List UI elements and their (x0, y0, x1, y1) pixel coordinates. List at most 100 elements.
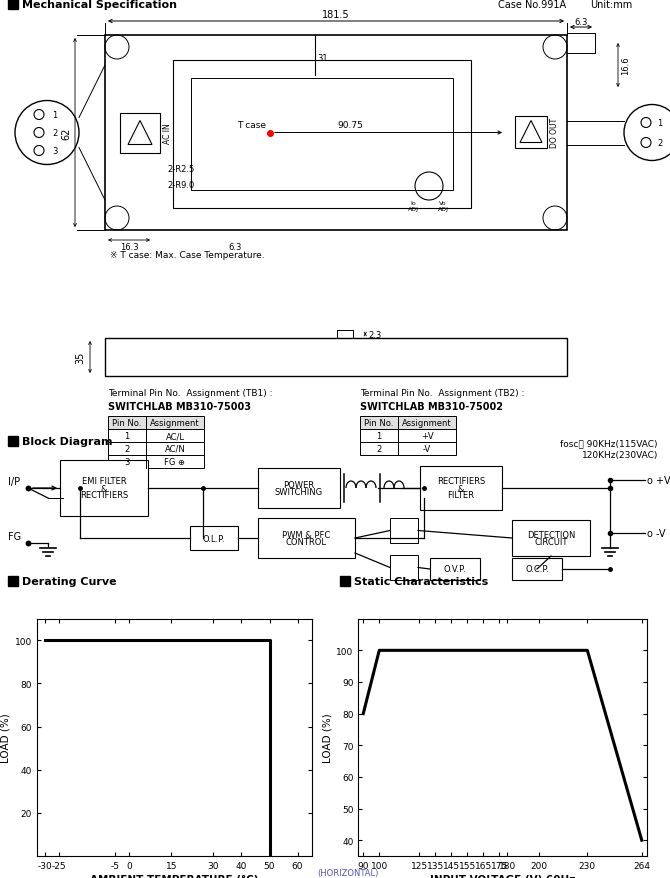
Bar (512, 521, 590, 557)
Text: Static Characteristics: Static Characteristics (354, 576, 488, 587)
Text: 2: 2 (377, 444, 382, 453)
Text: 6.3: 6.3 (228, 242, 242, 252)
Text: Terminal Pin No.  Assignment (TB1) :: Terminal Pin No. Assignment (TB1) : (108, 389, 273, 398)
Text: FG ⊕: FG ⊕ (165, 457, 186, 466)
Bar (120, 113, 160, 154)
Text: SWITCHLAB MB310-75003: SWITCHLAB MB310-75003 (108, 401, 251, 412)
Bar (258, 469, 340, 508)
Bar (105, 36, 567, 231)
Text: 35: 35 (75, 351, 85, 363)
X-axis label: INPUT VOLTAGE (V) 60Hz: INPUT VOLTAGE (V) 60Hz (430, 874, 575, 878)
Text: 62: 62 (61, 127, 71, 140)
Text: FILTER: FILTER (448, 491, 474, 500)
Text: -V: -V (423, 444, 431, 453)
Text: RECTIFIERS: RECTIFIERS (80, 491, 128, 500)
Text: Assignment: Assignment (150, 419, 200, 428)
Text: PWM & PFC: PWM & PFC (282, 530, 330, 539)
Text: DETECTION: DETECTION (527, 530, 575, 539)
Bar (8, 436, 18, 447)
Text: POWER: POWER (283, 480, 314, 489)
Text: FG: FG (8, 531, 21, 542)
Text: I/P: I/P (8, 477, 20, 486)
Text: RECTIFIERS: RECTIFIERS (437, 477, 485, 486)
Text: CONTROL: CONTROL (286, 537, 327, 546)
Text: O.C.P.: O.C.P. (525, 565, 549, 574)
Bar (108, 429, 204, 443)
Bar (60, 460, 148, 516)
Text: 16.6: 16.6 (621, 56, 630, 76)
Y-axis label: LOAD (%): LOAD (%) (1, 713, 11, 762)
Text: 2-R2.5: 2-R2.5 (167, 164, 194, 173)
Bar (390, 556, 418, 580)
Text: O.L.P.: O.L.P. (203, 534, 225, 543)
Bar (8, 576, 18, 587)
Bar (515, 117, 547, 148)
Bar (360, 443, 456, 456)
Text: 2.3: 2.3 (369, 330, 381, 339)
Bar (340, 576, 350, 587)
Text: AC/L: AC/L (165, 431, 184, 441)
Text: EMI FILTER: EMI FILTER (82, 477, 127, 486)
Bar (190, 527, 238, 551)
Text: 2: 2 (52, 129, 57, 138)
Text: 2: 2 (657, 139, 662, 148)
Text: Vo
ADJ: Vo ADJ (438, 201, 448, 212)
Text: 181.5: 181.5 (322, 10, 350, 20)
Text: ※ T case: Max. Case Temperature.: ※ T case: Max. Case Temperature. (110, 251, 265, 260)
Text: 2: 2 (125, 444, 129, 453)
Text: &: & (100, 484, 107, 493)
Bar (108, 456, 204, 469)
Y-axis label: LOAD (%): LOAD (%) (322, 713, 332, 762)
Text: o +V: o +V (647, 476, 670, 486)
Text: 120KHz(230VAC): 120KHz(230VAC) (582, 450, 658, 459)
Bar (8, 0, 18, 10)
Text: Assignment: Assignment (402, 419, 452, 428)
Text: 1: 1 (125, 431, 129, 441)
Text: &: & (458, 484, 464, 493)
Text: 1: 1 (657, 119, 662, 128)
Bar (191, 79, 453, 191)
Text: 3: 3 (52, 147, 58, 155)
Text: T case: T case (237, 120, 266, 129)
Bar (360, 416, 456, 429)
Text: o -V: o -V (647, 529, 665, 538)
Text: 1: 1 (52, 111, 57, 120)
Text: Case No.991A: Case No.991A (498, 0, 566, 10)
Text: 16.3: 16.3 (120, 242, 138, 252)
Text: SWITCHLAB MB310-75002: SWITCHLAB MB310-75002 (360, 401, 503, 412)
Text: Block Diagram: Block Diagram (22, 436, 113, 447)
Text: 3: 3 (125, 457, 130, 466)
Text: Mechanical Specification: Mechanical Specification (22, 0, 177, 10)
Text: Pin No.: Pin No. (364, 419, 394, 428)
Text: Pin No.: Pin No. (113, 419, 141, 428)
Text: SWITCHING: SWITCHING (275, 487, 323, 496)
Text: 1: 1 (377, 431, 382, 441)
Text: (HORIZONTAL): (HORIZONTAL) (317, 867, 379, 877)
Bar (258, 518, 355, 558)
Text: Derating Curve: Derating Curve (22, 576, 117, 587)
Text: AC IN: AC IN (163, 123, 172, 144)
Text: Io
ADJ: Io ADJ (407, 201, 419, 212)
Bar (512, 558, 562, 580)
Text: fosc： 90KHz(115VAC): fosc： 90KHz(115VAC) (561, 438, 658, 448)
Text: 31: 31 (317, 54, 328, 62)
Text: 2-R9.0: 2-R9.0 (167, 180, 194, 190)
Text: 6.3: 6.3 (574, 18, 588, 26)
Bar (420, 466, 502, 510)
Text: Unit:mm: Unit:mm (590, 0, 632, 10)
Bar (430, 558, 480, 580)
Text: DO OUT: DO OUT (550, 118, 559, 148)
Text: CIRCUIT: CIRCUIT (534, 537, 567, 546)
Text: O.V.P.: O.V.P. (444, 565, 466, 574)
Text: AC/N: AC/N (165, 444, 186, 453)
Bar (360, 429, 456, 443)
Text: 90.75: 90.75 (337, 120, 363, 129)
Bar (108, 443, 204, 456)
X-axis label: AMBIENT TEMPERATURE (°C): AMBIENT TEMPERATURE (°C) (90, 874, 259, 878)
Bar (105, 339, 567, 377)
Bar (173, 61, 471, 209)
Text: Terminal Pin No.  Assignment (TB2) :: Terminal Pin No. Assignment (TB2) : (360, 389, 525, 398)
Bar (390, 518, 418, 543)
Text: +V: +V (421, 431, 433, 441)
Bar (108, 416, 204, 429)
